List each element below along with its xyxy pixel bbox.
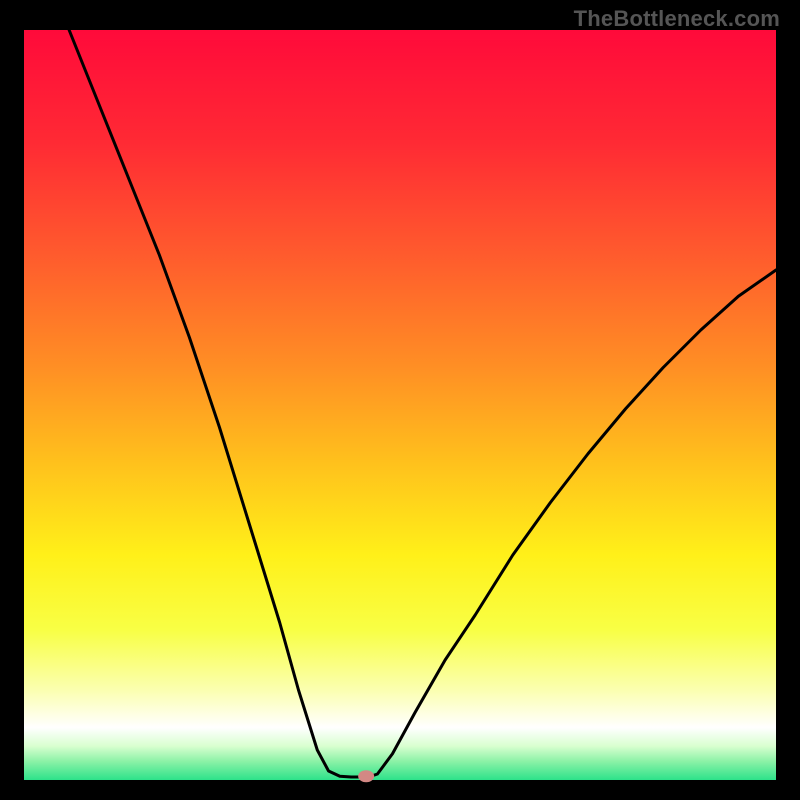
gradient-background [24, 30, 776, 780]
plot-svg [24, 30, 776, 780]
plot-area [24, 30, 776, 780]
watermark-text: TheBottleneck.com [574, 6, 780, 32]
minimum-marker [358, 770, 374, 782]
canvas: TheBottleneck.com [0, 0, 800, 800]
